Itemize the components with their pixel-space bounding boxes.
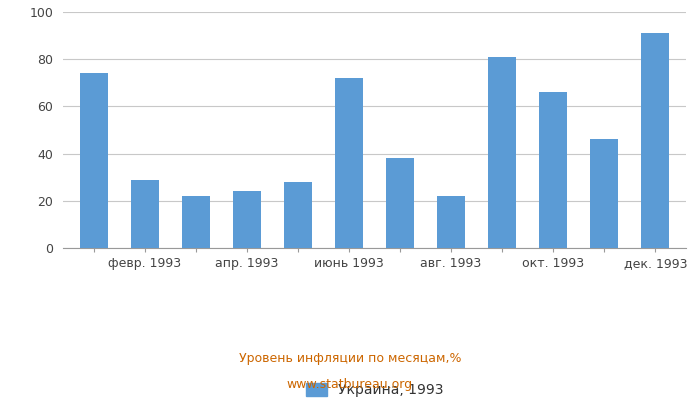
- Bar: [131, 180, 159, 248]
- Bar: [335, 78, 363, 248]
- Bar: [488, 57, 516, 248]
- Bar: [590, 140, 618, 248]
- Bar: [182, 196, 210, 248]
- Text: www.statbureau.org: www.statbureau.org: [287, 378, 413, 391]
- Text: Уровень инфляции по месяцам,%: Уровень инфляции по месяцам,%: [239, 352, 461, 365]
- Bar: [80, 73, 108, 248]
- Bar: [386, 158, 414, 248]
- Bar: [437, 196, 465, 248]
- Bar: [641, 33, 669, 248]
- Bar: [233, 191, 261, 248]
- Bar: [539, 92, 567, 248]
- Bar: [284, 182, 312, 248]
- Legend: Украина, 1993: Украина, 1993: [300, 378, 449, 400]
